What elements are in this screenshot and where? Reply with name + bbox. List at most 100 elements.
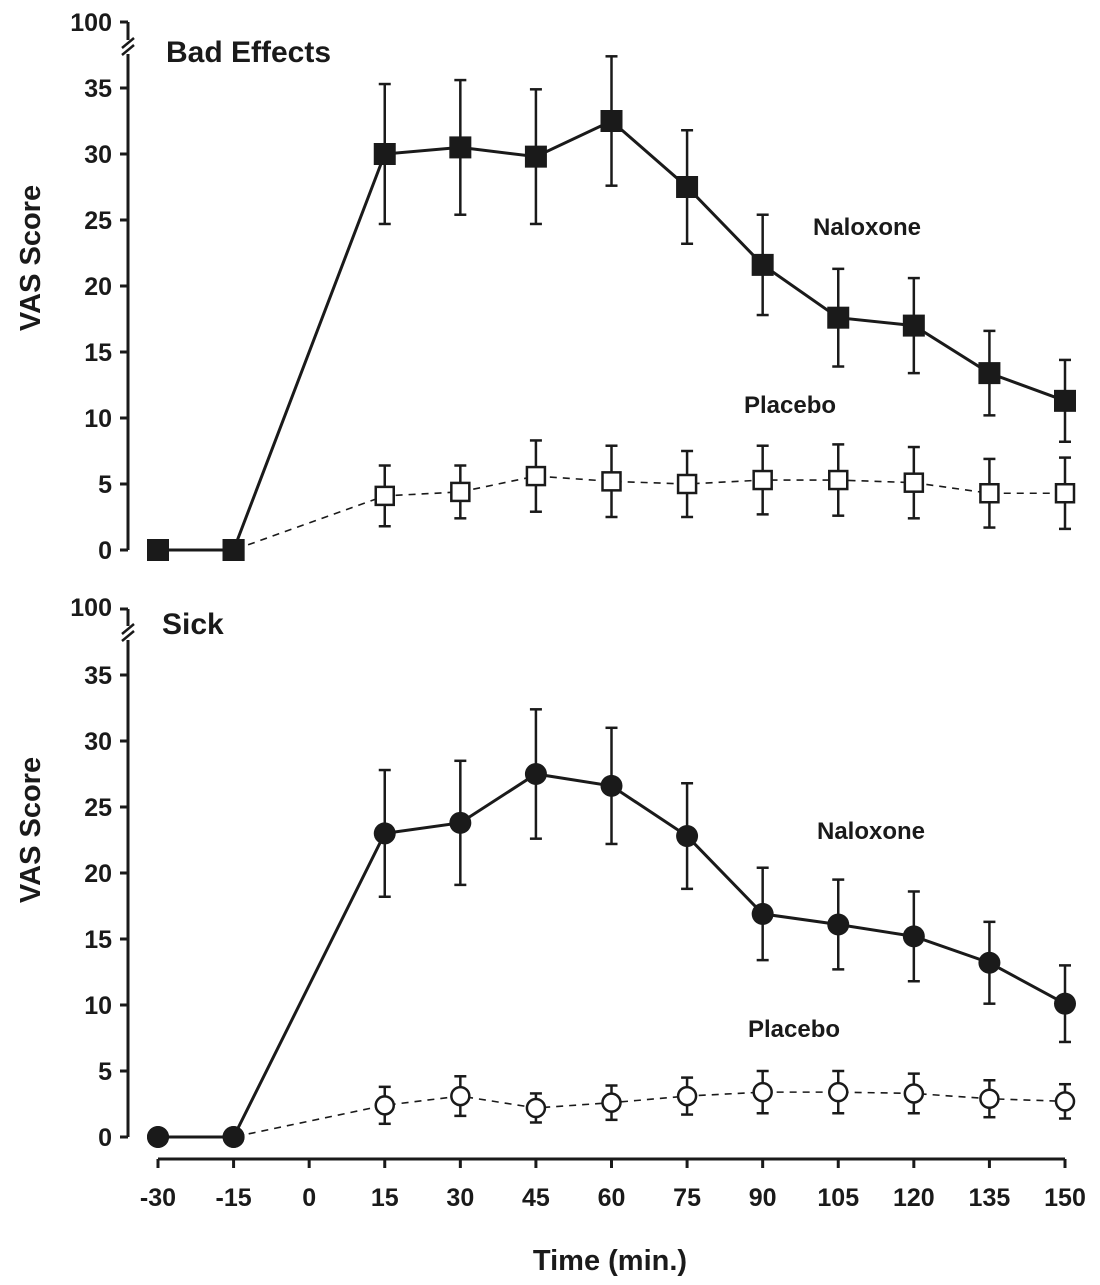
- data-point: [449, 811, 472, 834]
- data-point: [1054, 992, 1076, 1015]
- data-point: [601, 1092, 622, 1113]
- series-label-placebo: Placebo: [748, 1016, 840, 1043]
- y-break-tick-label: 100: [70, 9, 112, 37]
- x-tick-label: 45: [522, 1184, 550, 1212]
- x-tick-label: 150: [1044, 1184, 1086, 1212]
- x-tick-label: 105: [817, 1184, 859, 1212]
- y-tick-labels: 0 5 10 15 20 25 30 35: [84, 662, 112, 1152]
- y-axis-title: VAS Score: [15, 757, 47, 903]
- data-point: [147, 1126, 169, 1148]
- x-tick-label: 30: [446, 1184, 474, 1212]
- data-point: [525, 465, 547, 487]
- x-tick-label: 15: [371, 1184, 399, 1212]
- data-point: [979, 1088, 1000, 1109]
- x-tick-label: 120: [893, 1184, 935, 1212]
- data-point: [902, 314, 925, 337]
- data-point: [600, 110, 623, 132]
- x-tick-label: 90: [749, 1184, 777, 1212]
- x-tick-label: 75: [673, 1184, 701, 1212]
- data-point: [373, 822, 396, 845]
- x-tick-label: -15: [216, 1184, 252, 1212]
- y-tick-label: 15: [84, 339, 112, 367]
- series-line: [158, 475, 1065, 551]
- y-tick-label: 30: [84, 728, 112, 756]
- series-label-naloxone: Naloxone: [813, 214, 921, 241]
- y-axis-title: VAS Score: [15, 185, 47, 331]
- data-point: [600, 774, 623, 797]
- data-point: [979, 482, 1000, 504]
- y-break-tick-label: 100: [70, 594, 112, 622]
- data-point: [601, 471, 622, 492]
- data-point: [147, 539, 169, 561]
- data-point: [1054, 1091, 1076, 1112]
- series-line: [158, 119, 1066, 552]
- data-point: [450, 1085, 471, 1107]
- y-tick-label: 35: [84, 662, 112, 690]
- x-axis-title: Time (min.): [533, 1245, 687, 1277]
- y-axis: [120, 20, 135, 552]
- data-point: [1054, 482, 1076, 504]
- data-point: [450, 481, 471, 503]
- data-point: [827, 306, 850, 329]
- x-tick-labels: -30 -15 0 15 30 45 60 75 90 105 120 135 150: [140, 1184, 1086, 1212]
- plot-area: [147, 708, 1076, 1148]
- data-point: [222, 1126, 245, 1148]
- axis-break-mark: [121, 37, 135, 56]
- data-point: [903, 1083, 925, 1104]
- panel-title: Sick: [162, 608, 224, 641]
- y-tick-label: 30: [84, 141, 112, 169]
- y-tick-label: 10: [84, 992, 112, 1020]
- y-tick-label: 25: [84, 794, 112, 822]
- x-tick-label: -30: [140, 1184, 176, 1212]
- data-point: [903, 472, 925, 493]
- y-tick-label: 0: [98, 1124, 112, 1152]
- data-point: [373, 143, 396, 165]
- data-point: [828, 1081, 849, 1103]
- y-tick-label: 20: [84, 860, 112, 888]
- x-tick-label: 0: [302, 1184, 316, 1212]
- series-line: [158, 772, 1066, 1139]
- panel-title: Bad Effects: [166, 36, 331, 69]
- x-axis: [156, 1157, 1067, 1168]
- data-point: [676, 473, 698, 495]
- data-point: [222, 539, 245, 561]
- data-point: [752, 1081, 773, 1103]
- series-line: [158, 1091, 1066, 1138]
- data-point: [524, 763, 547, 785]
- data-point: [374, 1095, 395, 1116]
- y-tick-label: 5: [98, 471, 112, 499]
- data-point: [676, 1085, 698, 1107]
- data-point: [752, 469, 773, 491]
- data-point: [902, 925, 925, 948]
- data-point: [978, 951, 1001, 974]
- y-tick-label: 35: [84, 75, 112, 103]
- x-tick-label: 60: [598, 1184, 626, 1212]
- data-point: [1054, 389, 1076, 412]
- y-axis: [120, 607, 135, 1139]
- data-point: [449, 136, 472, 159]
- x-tick-label: 135: [969, 1184, 1011, 1212]
- axis-break-mark: [121, 623, 135, 642]
- data-point: [827, 913, 850, 936]
- y-tick-labels: 0 5 10 15 20 25 30 35: [84, 75, 112, 565]
- panel-bad-effects: VAS Score Bad Effects 100 0 5 10 15 20 25 30 35…: [15, 9, 1076, 565]
- plot-area: [147, 55, 1076, 561]
- y-tick-label: 5: [98, 1058, 112, 1086]
- data-point: [676, 825, 699, 848]
- panel-sick: VAS Score Sick 100 0 5 10 15 20 25 30 35 Naloxo…: [15, 594, 1076, 1152]
- y-tick-label: 15: [84, 926, 112, 954]
- series-label-placebo: Placebo: [744, 392, 836, 419]
- y-tick-label: 20: [84, 273, 112, 301]
- data-point: [751, 253, 774, 276]
- data-point: [978, 362, 1001, 385]
- series-label-naloxone: Naloxone: [817, 818, 925, 845]
- y-tick-label: 0: [98, 537, 112, 565]
- data-point: [676, 176, 699, 198]
- data-point: [751, 902, 774, 925]
- data-point: [828, 469, 849, 491]
- data-point: [374, 485, 395, 507]
- y-tick-label: 25: [84, 207, 112, 235]
- data-point: [525, 1097, 547, 1119]
- data-point: [524, 145, 547, 168]
